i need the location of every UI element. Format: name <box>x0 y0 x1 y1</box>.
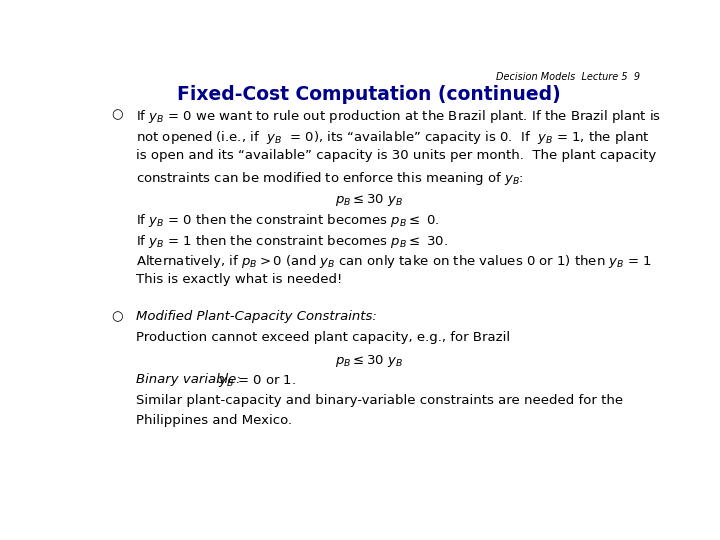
Text: Fixed-Cost Computation (continued): Fixed-Cost Computation (continued) <box>177 85 561 104</box>
Text: Binary variable:: Binary variable: <box>136 373 245 386</box>
Text: Alternatively, if $p_B > 0$ (and $y_B$ can only take on the values 0 or 1) then : Alternatively, if $p_B > 0$ (and $y_B$ c… <box>136 253 652 270</box>
Text: ○: ○ <box>111 310 122 323</box>
Text: not opened (i.e., if  $y_B$  = 0), its “available” capacity is 0.  If  $y_B$ = 1: not opened (i.e., if $y_B$ = 0), its “av… <box>136 129 649 146</box>
Text: Production cannot exceed plant capacity, e.g., for Brazil: Production cannot exceed plant capacity,… <box>136 330 510 343</box>
Text: $p_B \leq 30\ y_B$: $p_B \leq 30\ y_B$ <box>335 353 403 369</box>
Text: ○: ○ <box>111 109 122 122</box>
Text: Decision Models  Lecture 5  9: Decision Models Lecture 5 9 <box>495 72 639 82</box>
Text: If $y_B$ = 0 then the constraint becomes $p_B \leq$ 0.: If $y_B$ = 0 then the constraint becomes… <box>136 212 439 230</box>
Text: If $y_B$ = 1 then the constraint becomes $p_B \leq$ 30.: If $y_B$ = 1 then the constraint becomes… <box>136 233 448 249</box>
Text: If $y_B$ = 0 we want to rule out production at the Brazil plant. If the Brazil p: If $y_B$ = 0 we want to rule out product… <box>136 109 661 125</box>
Text: constraints can be modified to enforce this meaning of $y_B$:: constraints can be modified to enforce t… <box>136 170 523 187</box>
Text: $p_B \leq 30\ y_B$: $p_B \leq 30\ y_B$ <box>335 192 403 208</box>
Text: Philippines and Mexico.: Philippines and Mexico. <box>136 414 292 427</box>
Text: $y_B$ = 0 or 1.: $y_B$ = 0 or 1. <box>218 373 297 389</box>
Text: Similar plant-capacity and binary-variable constraints are needed for the: Similar plant-capacity and binary-variab… <box>136 394 623 407</box>
Text: is open and its “available” capacity is 30 units per month.  The plant capacity: is open and its “available” capacity is … <box>136 149 656 162</box>
Text: This is exactly what is needed!: This is exactly what is needed! <box>136 273 342 287</box>
Text: Modified Plant-Capacity Constraints:: Modified Plant-Capacity Constraints: <box>136 310 377 323</box>
